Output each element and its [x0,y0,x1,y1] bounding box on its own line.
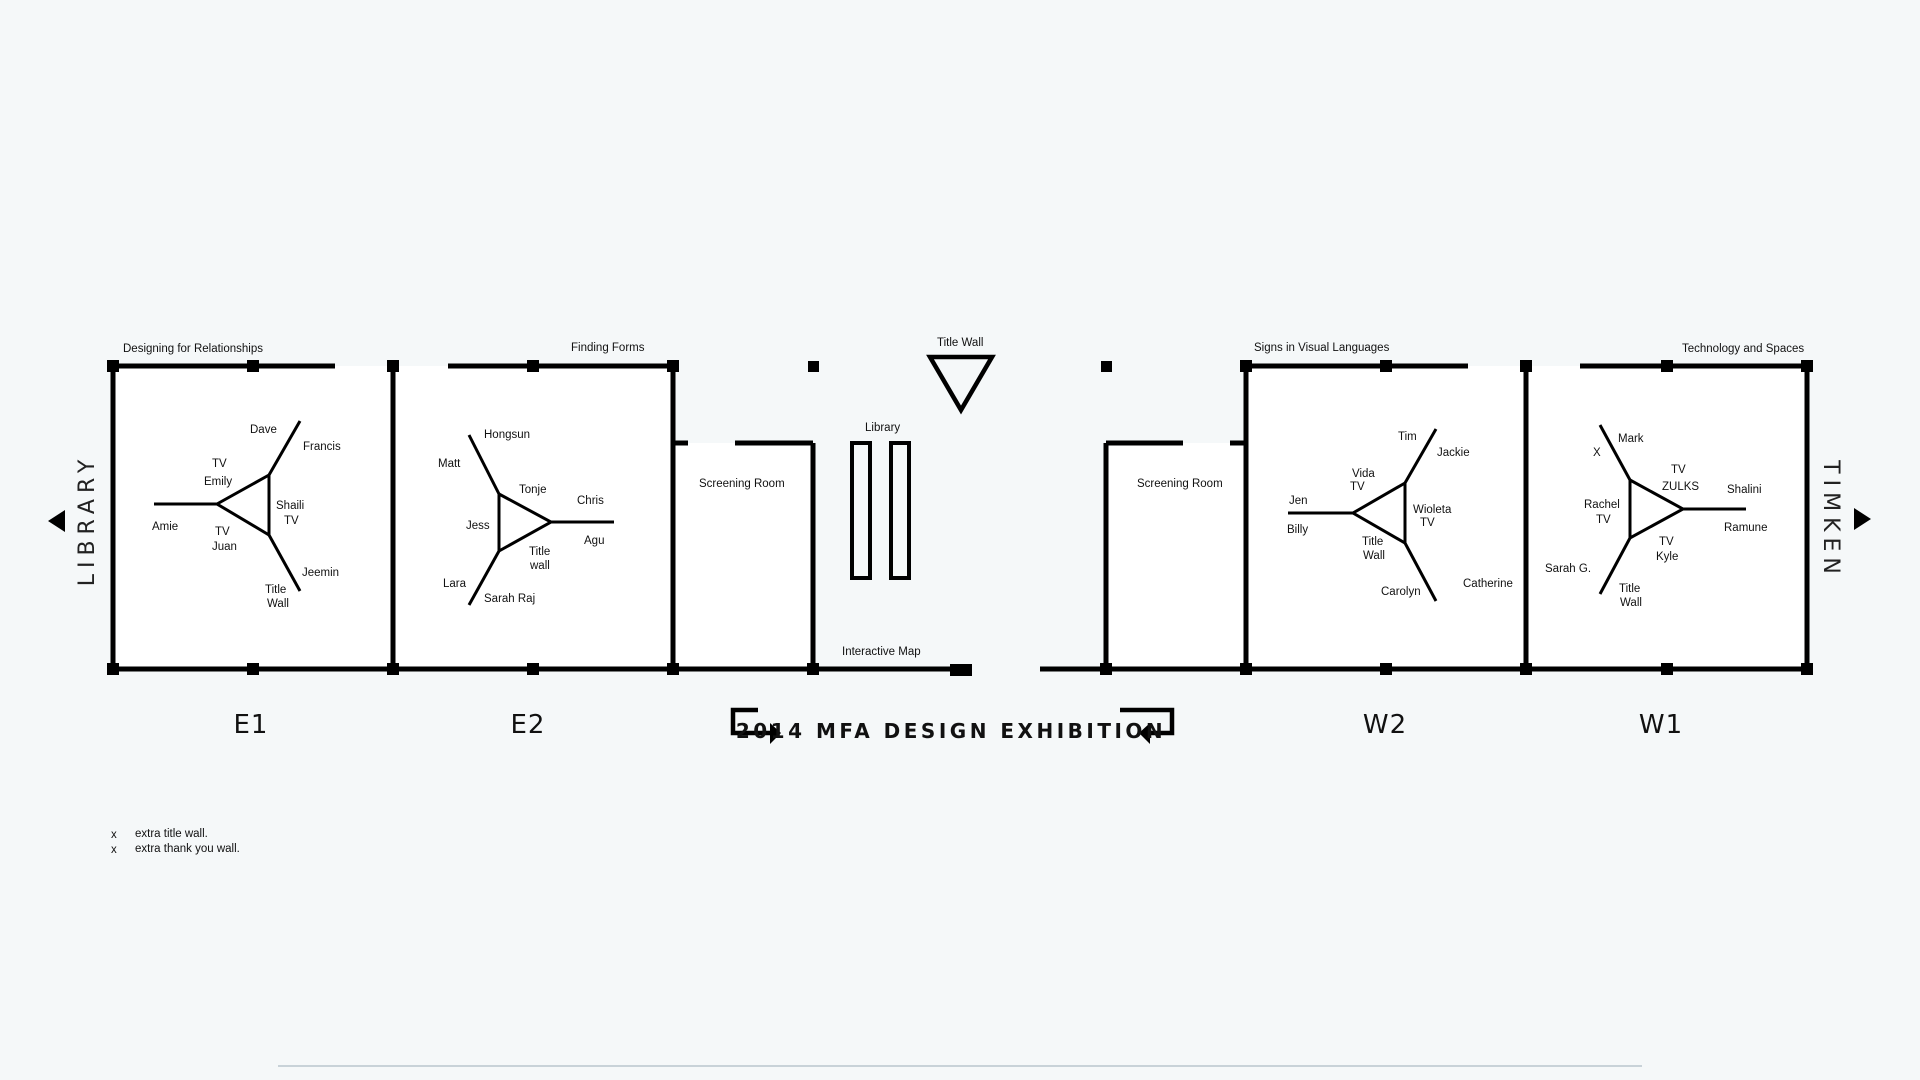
interactive-map-station [950,664,972,676]
name-label: Ramune [1724,522,1767,534]
name-label: Mark [1618,433,1644,445]
e1-partition [154,420,302,592]
footer-divider [278,1065,1642,1067]
name-label: TV [212,458,227,470]
name-label: TV [1596,514,1611,526]
room-label-e2: E2 [511,710,546,740]
name-label: Sarah G. [1545,563,1591,575]
e1-names: Dave Francis TV Emily Shaili TV Amie TV … [152,424,341,610]
section-title-w2: Signs in Visual Languages [1254,342,1390,354]
name-label: Tim [1398,431,1417,443]
name-label: wall [529,560,550,572]
name-label: Rachel [1584,499,1620,511]
name-label: X [1593,447,1601,459]
library-label: Library [865,422,900,434]
timken-direction-arrow [1854,508,1871,530]
name-label: TV [1671,464,1686,476]
legend-mark: x [111,844,117,856]
name-label: Jackie [1437,447,1470,459]
legend: x extra title wall. x extra thank you wa… [111,828,240,856]
name-label: Title [265,584,286,596]
room-label-w2: W2 [1363,710,1407,740]
legend-text: extra thank you wall. [135,843,240,855]
name-label: Jess [466,520,490,532]
banner-title: 2014 MFA DESIGN EXHIBITION [736,719,1166,743]
name-label: Catherine [1463,578,1513,590]
name-label: Wall [1620,597,1642,609]
name-label: Title [529,546,550,558]
name-label: TV [1350,481,1365,493]
library-direction-arrow [48,510,65,532]
name-label: Lara [443,578,467,590]
name-label: Billy [1287,524,1308,536]
legend-mark: x [111,829,117,841]
name-label: Sarah Raj [484,593,535,605]
name-label: Title [1362,536,1383,548]
room-label-w1: W1 [1639,710,1683,740]
screening-room-right-area [1106,443,1246,669]
exhibition-banner: 2014 MFA DESIGN EXHIBITION [730,707,1175,744]
library-shelf-left [850,441,872,580]
room-e1-area [113,366,393,669]
title-wall-triangle [926,354,996,415]
name-label: TV [1659,536,1674,548]
screening-room-left-label: Screening Room [699,478,785,490]
room-w2-area [1246,366,1526,669]
screening-room-left-area [673,443,813,669]
timken-side-label: TIMKEN [1818,459,1843,580]
w1-partition [1598,424,1746,595]
name-label: Amie [152,521,178,533]
name-label: Matt [438,458,461,470]
name-label: Chris [577,495,604,507]
name-label: Hongsun [484,429,530,441]
name-label: Juan [212,541,237,553]
wall-posts [107,360,1813,676]
name-label: Wall [1363,550,1385,562]
name-label: Francis [303,441,341,453]
name-label: Kyle [1656,551,1678,563]
name-label: Title [1619,583,1640,595]
w2-partition [1288,428,1438,602]
interactive-map-label: Interactive Map [842,646,921,658]
name-label: Carolyn [1381,586,1421,598]
section-title-e2: Finding Forms [571,342,645,354]
w1-names: Mark X TV ZULKS Shalini Rachel TV Ramune… [1545,433,1767,609]
name-label: Wioleta [1413,504,1452,516]
section-title-w1: Technology and Spaces [1682,343,1804,355]
name-label: ZULKS [1662,481,1699,493]
name-label: Emily [204,476,232,488]
title-wall-label: Title Wall [937,337,983,349]
name-label: Shalini [1727,484,1762,496]
name-label: Jen [1289,495,1308,507]
name-label: Wall [267,598,289,610]
name-label: Agu [584,535,604,547]
name-label: Jeemin [302,567,339,579]
name-label: TV [1420,517,1435,529]
room-label-e1: E1 [234,710,269,740]
name-label: TV [215,526,230,538]
section-title-e1: Designing for Relationships [123,343,263,355]
name-label: Vida [1352,468,1375,480]
e2-names: Hongsun Matt Tonje Chris Jess Agu Title … [438,429,604,605]
screening-room-right-label: Screening Room [1137,478,1223,490]
room-e2-area [393,366,673,669]
legend-text: extra title wall. [135,828,208,840]
name-label: Tonje [519,484,547,496]
library-shelf-right [889,441,911,580]
library-side-label: LIBRARY [75,454,100,587]
name-label: TV [284,515,299,527]
e2-partition [467,434,614,606]
w2-names: Tim Jackie Vida TV Jen Wioleta TV Billy … [1287,431,1513,598]
name-label: Dave [250,424,277,436]
name-label: Shaili [276,500,304,512]
